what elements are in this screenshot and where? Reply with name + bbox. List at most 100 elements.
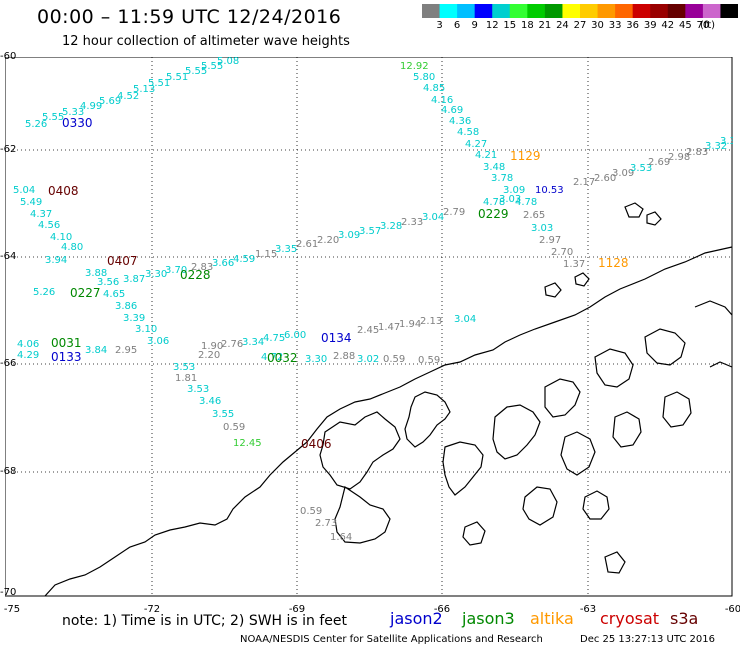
map-title: 00:00 – 11:59 UTC 12/24/2016 [37, 6, 342, 28]
swh-value: 2.83 [686, 147, 708, 158]
swh-value: 3.39 [123, 313, 145, 324]
swh-value: 10.53 [535, 185, 564, 196]
colorbar-cell [702, 4, 721, 18]
swh-value: 0.59 [383, 354, 405, 365]
swh-value: 4.06 [17, 339, 39, 350]
credit-line: NOAA/NESDIS Center for Satellite Applica… [240, 634, 543, 645]
pass-time-label: 0408 [48, 184, 79, 198]
swh-value: 3.35 [275, 244, 297, 255]
swh-value: 2.97 [539, 235, 561, 246]
swh-value: 2.33 [401, 217, 423, 228]
colorbar-tick-label: 45 [678, 20, 692, 31]
swh-value: 4.99 [80, 101, 102, 112]
longitude-label: -66 [433, 604, 451, 615]
satellite-legend-jason3: jason3 [462, 609, 515, 628]
swh-value: 3.46 [199, 396, 221, 407]
swh-value: 1.81 [175, 373, 197, 384]
swh-value: 2.60 [594, 173, 616, 184]
colorbar-tick-label: 42 [661, 20, 675, 31]
colorbar-tick-label: 39 [643, 20, 657, 31]
swh-value: 3.09 [612, 168, 634, 179]
swh-value: 2.20 [317, 235, 339, 246]
swh-value: 2.88 [333, 351, 355, 362]
swh-value: 4.37 [30, 209, 52, 220]
swh-value: 3.94 [45, 255, 67, 266]
swh-value: 3.04 [422, 212, 444, 223]
colorbar-cell [720, 4, 738, 18]
swh-value: 4.29 [17, 350, 39, 361]
legend-note: note: 1) Time is in UTC; 2) SWH is in fe… [62, 613, 348, 629]
swh-value: 2.83 [191, 262, 213, 273]
swh-value: 2.20 [198, 350, 220, 361]
swh-value: 3.87 [123, 274, 145, 285]
pass-time-label: 0134 [321, 331, 352, 345]
swh-value: 3.30 [305, 354, 327, 365]
swh-value: 0.59 [418, 355, 440, 366]
swh-value: 5.51 [166, 72, 188, 83]
colorbar-tick-label: 21 [538, 20, 552, 31]
colorbar-cell [632, 4, 651, 18]
swh-value: 4.36 [449, 116, 471, 127]
longitude-label: -69 [288, 604, 306, 615]
swh-value: 4.52 [117, 91, 139, 102]
latitude-label: -60 [0, 51, 17, 62]
swh-value: 4.65 [103, 289, 125, 300]
swh-value: 2.76 [221, 339, 243, 350]
colorbar-tick-label: 33 [608, 20, 622, 31]
colorbar-unit: (ft) [700, 20, 716, 31]
pass-time-label: 0227 [70, 286, 101, 300]
swh-value: 4.27 [465, 139, 487, 150]
latitude-label: -68 [0, 466, 17, 477]
swh-value: 3.03 [531, 223, 553, 234]
pass-time-label: 0228 [180, 268, 211, 282]
pass-time-label: 0133 [51, 350, 82, 364]
colorbar-cell [509, 4, 528, 18]
pass-time-label: 1129 [510, 149, 541, 163]
swh-value: 2.73 [315, 518, 337, 529]
swh-value: 5.26 [25, 119, 47, 130]
swh-value: 2.17 [573, 177, 595, 188]
swh-value: 4.16 [431, 95, 453, 106]
colorbar-cell [685, 4, 704, 18]
swh-value: 5.13 [133, 84, 155, 95]
swh-value: 2.95 [115, 345, 137, 356]
colorbar-tick-label: 24 [556, 20, 569, 31]
swh-value: 4.78 [515, 197, 537, 208]
swh-value: 3.34 [242, 337, 264, 348]
coastline [44, 202, 733, 597]
swh-value: 1.64 [330, 532, 352, 543]
swh-value: 4.75 [263, 333, 285, 344]
swh-value: 4.85 [423, 83, 445, 94]
swh-value: 1.37 [563, 259, 585, 270]
swh-value: 4.72 [261, 352, 283, 363]
swh-value: 5.55 [201, 61, 223, 72]
swh-value: 5.80 [413, 72, 435, 83]
pass-time-label: 0229 [478, 207, 509, 221]
swh-value: 2.79 [443, 207, 465, 218]
longitude-label: -72 [143, 604, 161, 615]
colorbar-cell [457, 4, 476, 18]
swh-value: 5.08 [217, 57, 239, 67]
swh-value: 3.10 [135, 324, 157, 335]
satellite-legend-altika: altika [530, 609, 574, 628]
swh-value: 5.55 [185, 66, 207, 77]
swh-colorbar [422, 4, 738, 18]
swh-value: 3.04 [454, 314, 476, 325]
colorbar-cell [474, 4, 493, 18]
colorbar-cell [527, 4, 546, 18]
swh-value: 3.09 [503, 185, 525, 196]
pass-time-label: 0032 [267, 351, 298, 365]
swh-value: 4.59 [233, 254, 255, 265]
swh-value: 4.80 [61, 242, 83, 253]
colorbar-tick-label: 15 [503, 20, 517, 31]
swh-value: 1.94 [399, 319, 421, 330]
satellite-legend-jason2: jason2 [390, 609, 443, 628]
map-area: 5.265.555.334.995.694.525.135.515.515.55… [5, 57, 733, 597]
swh-value: 1.47 [378, 322, 400, 333]
swh-value: 4.78 [483, 197, 505, 208]
swh-value: 4.56 [38, 220, 60, 231]
swh-value: 3.53 [630, 163, 652, 174]
swh-value: 5.49 [20, 197, 42, 208]
satellite-legend-s3a: s3a [670, 609, 699, 628]
